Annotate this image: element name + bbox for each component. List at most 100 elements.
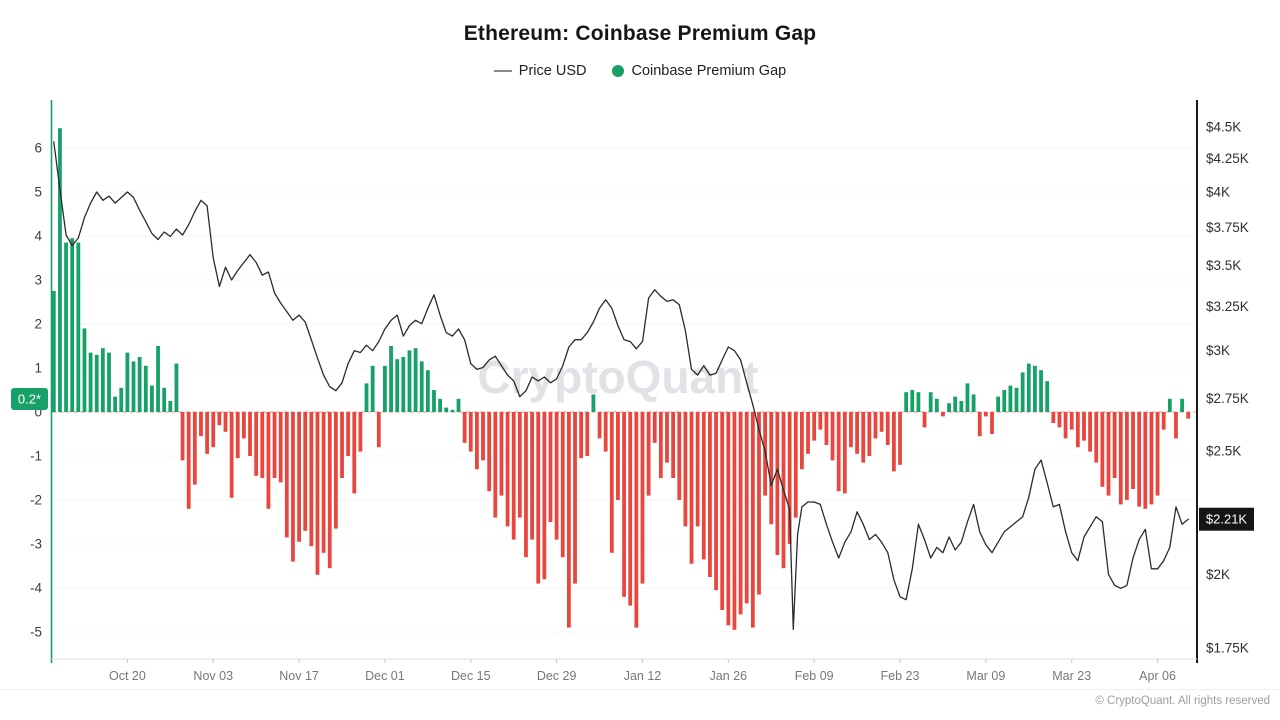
gap-bar-negative (665, 412, 669, 463)
gap-bar-negative (812, 412, 817, 441)
x-tick-label: Nov 17 (279, 669, 319, 683)
x-tick-label: Mar 09 (966, 669, 1005, 683)
gap-bar-positive (1039, 370, 1043, 412)
x-tick-label: Oct 20 (109, 669, 146, 683)
footer-divider (0, 689, 1280, 690)
gap-bar-negative (677, 412, 682, 500)
legend-item-price[interactable]: Price USD (493, 63, 587, 79)
gap-bar-positive (996, 396, 1001, 412)
gap-bar-positive (131, 361, 136, 412)
left-badge-bg (11, 388, 48, 410)
gap-bar-positive (82, 328, 87, 412)
gap-bar-negative (517, 412, 522, 518)
gap-bar-negative (272, 412, 277, 478)
gap-bar-positive (370, 365, 375, 412)
gap-bar-positive (143, 365, 148, 412)
gap-bar-negative (597, 412, 602, 439)
y-left-tick-label: 0 (34, 405, 42, 420)
gap-bar-positive (125, 352, 130, 412)
gap-bar-negative (468, 412, 473, 452)
gap-bar-negative (524, 412, 528, 558)
y-right-tick-label: $2.5K (1206, 444, 1241, 459)
gap-bar-positive (910, 390, 915, 412)
gap-bar-negative (1100, 412, 1105, 487)
gap-bar-negative (757, 412, 761, 595)
gap-bar-negative (609, 412, 614, 553)
gap-bar-negative (750, 412, 755, 628)
gap-bar-negative (315, 412, 320, 575)
gap-bar-negative (885, 412, 890, 445)
x-tick-label: Mar 23 (1052, 669, 1091, 683)
legend-price-label: Price USD (518, 63, 587, 79)
gap-bar-negative (793, 412, 798, 518)
gap-bar-negative (683, 412, 688, 527)
x-axis-labels: Oct 20 Nov 03 Nov 17 Dec 01 Dec 15 Dec 29 Jan … (109, 659, 1176, 683)
gap-bar-positive (1008, 385, 1013, 412)
gap-bar-positive (1045, 381, 1050, 412)
gap-bar-negative (1118, 412, 1123, 505)
gap-bar-negative (340, 412, 344, 478)
gap-bar-positive (156, 346, 160, 412)
left-axis-labels: 6 5 4 3 2 1 0 -1 -2 -3 -4 -5 (30, 141, 43, 640)
gap-bar-negative (180, 412, 185, 461)
gap-bar-positive (419, 361, 424, 412)
gap-bar-positive (168, 401, 173, 412)
gap-bar-negative (695, 412, 700, 527)
gap-bar-negative (806, 412, 810, 454)
gap-bar-negative (738, 412, 743, 615)
gap-bar-positive (383, 365, 387, 412)
gap-bar-negative (628, 412, 633, 606)
gap-bar-negative (1137, 412, 1142, 507)
gap-bar-positive (364, 383, 369, 412)
y-left-tick-label: -5 (30, 625, 42, 640)
legend-gap-label: Coinbase Premium Gap (631, 63, 787, 79)
gap-bar-positive (965, 383, 970, 412)
x-tick-label: Jan 26 (710, 669, 748, 683)
y-right-tick-label: $2.75K (1206, 391, 1249, 406)
gap-bar-negative (714, 412, 718, 591)
gap-bar-negative (824, 412, 829, 445)
gap-bar-negative (223, 412, 228, 432)
x-tick-label: Dec 29 (537, 669, 577, 683)
gap-bar-positive (1020, 372, 1025, 412)
gap-bar-negative (634, 412, 639, 628)
y-left-tick-label: -1 (30, 449, 42, 464)
gap-bar-positive (456, 398, 461, 412)
gap-bar-negative (284, 412, 289, 538)
gap-bar-positive (934, 398, 939, 412)
gap-bar-negative (1075, 412, 1080, 448)
gap-bar-negative (1082, 412, 1086, 441)
gap-bar-negative (622, 412, 626, 597)
gap-bar-negative (291, 412, 295, 562)
gap-bar-positive (953, 396, 958, 412)
gap-bar-negative (229, 412, 234, 498)
gap-bar-positive (438, 398, 443, 412)
legend-item-gap[interactable]: Coinbase Premium Gap (612, 63, 786, 79)
gap-bar-negative (855, 412, 859, 454)
gap-bar-positive (1167, 398, 1172, 412)
gap-bar-negative (671, 412, 676, 478)
gap-bar-negative (481, 412, 485, 461)
x-tick-label: Feb 09 (795, 669, 834, 683)
gap-bar-positive (100, 348, 105, 412)
gap-bar-positive (107, 352, 111, 412)
y-right-tick-label: $3.25K (1206, 299, 1249, 314)
watermark: CryptoQuant (477, 351, 758, 403)
gap-bar-negative (1088, 412, 1093, 452)
y-left-tick-label: -3 (30, 537, 42, 552)
gap-bar-positive (444, 407, 449, 412)
gap-bar-positive (971, 394, 976, 412)
gap-bar-negative (579, 412, 584, 459)
right-current-badge: $2.21K (1199, 507, 1254, 531)
gap-bar-negative (922, 412, 927, 428)
gap-bar-positive (389, 346, 393, 412)
x-tick-label: Apr 06 (1139, 669, 1176, 683)
left-current-badge: 0.2* (11, 388, 48, 410)
gap-bar-negative (199, 412, 203, 437)
gap-bar-positive (58, 128, 62, 412)
gap-bar-negative (1143, 412, 1148, 509)
price-line (53, 141, 1189, 630)
gap-bar-positive (119, 387, 124, 412)
gap-bar-negative (1125, 412, 1129, 500)
